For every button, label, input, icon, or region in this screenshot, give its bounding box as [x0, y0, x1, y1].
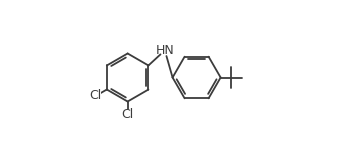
Text: Cl: Cl [90, 89, 102, 102]
Text: Cl: Cl [121, 108, 134, 121]
Text: HN: HN [156, 44, 174, 57]
